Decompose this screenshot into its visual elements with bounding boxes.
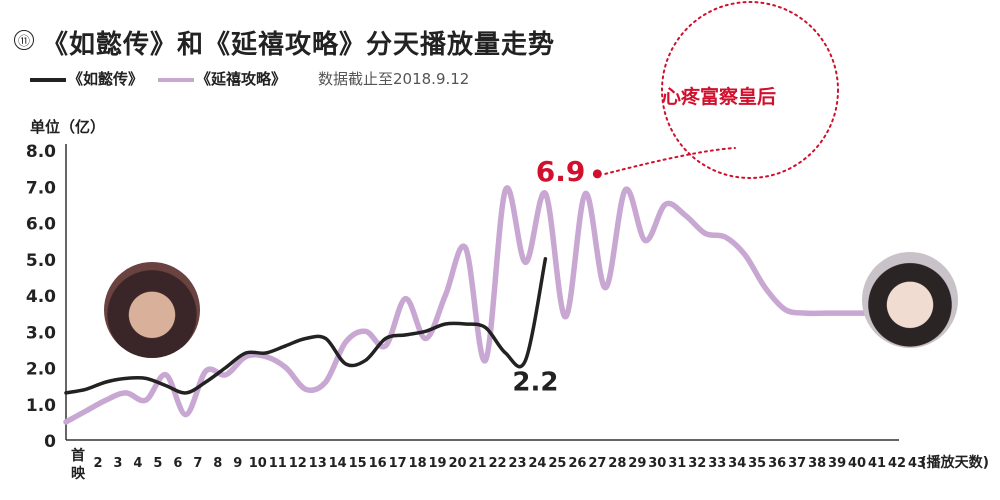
x-tick-label: 32 xyxy=(688,456,706,471)
x-tick-label: 25 xyxy=(548,456,566,471)
x-tick-label: 24 xyxy=(528,456,546,471)
x-tick-label: 13 xyxy=(309,456,327,471)
y-tick-label: 6.0 xyxy=(26,215,56,235)
data-label-ruyi-low: 2.2 xyxy=(512,367,558,397)
x-tick-label: 22 xyxy=(488,456,506,471)
x-tick-label: 9 xyxy=(233,456,242,471)
x-tick-label: 17 xyxy=(389,456,407,471)
y-tick-label: 0 xyxy=(44,432,56,452)
x-tick-label: 38 xyxy=(808,456,826,471)
x-tick-label: 3 xyxy=(113,456,122,471)
x-tick-label: 8 xyxy=(213,456,222,471)
x-tick-label: 29 xyxy=(628,456,646,471)
x-tick-label: 20 xyxy=(449,456,467,471)
legend-label-ruyi: 《如懿传》 xyxy=(68,70,144,88)
x-tick-label: 33 xyxy=(708,456,726,471)
x-tick-label: 35 xyxy=(748,456,766,471)
x-tick-label: 15 xyxy=(349,456,367,471)
x-tick-label: 30 xyxy=(648,456,666,471)
y-tick-label: 3.0 xyxy=(26,323,56,343)
x-tick-label: 6 xyxy=(173,456,182,471)
x-axis-label: (播放天数) xyxy=(920,454,989,471)
data-label-yanxi-peak: 6.9 xyxy=(536,155,586,188)
y-tick-label: 2.0 xyxy=(26,360,56,380)
x-tick-label: 42 xyxy=(888,456,906,471)
x-tick-label: 首 xyxy=(71,447,85,464)
y-tick-label: 4.0 xyxy=(26,287,56,307)
y-tick-label: 5.0 xyxy=(26,251,56,271)
x-tick-label: 映 xyxy=(71,466,86,482)
peak-marker xyxy=(592,169,602,179)
x-tick-label: 28 xyxy=(608,456,626,471)
x-tick-label: 2 xyxy=(93,456,102,471)
x-tick-label: 34 xyxy=(728,456,746,471)
x-tick-label: 14 xyxy=(329,456,347,471)
x-tick-label: 27 xyxy=(588,456,606,471)
y-axis-unit-label: 单位（亿） xyxy=(30,118,106,136)
x-tick-label: 43 xyxy=(908,456,926,471)
x-tick-label: 31 xyxy=(668,456,686,471)
legend-label-yanxi: 《延禧攻略》 xyxy=(196,70,287,88)
x-tick-label: 16 xyxy=(369,456,387,471)
x-tick-label: 36 xyxy=(768,456,786,471)
x-tick-label: 5 xyxy=(153,456,162,471)
ruyi-portrait xyxy=(104,262,200,358)
x-tick-label: 19 xyxy=(429,456,447,471)
x-tick-label: 10 xyxy=(249,456,267,471)
x-tick-label: 11 xyxy=(269,456,287,471)
figure-number: ⑪ xyxy=(14,30,34,50)
x-tick-label: 40 xyxy=(848,456,866,471)
data-date-note: 数据截止至2018.9.12 xyxy=(318,70,470,88)
callout-label: 心疼富察皇后 xyxy=(662,86,777,108)
x-tick-label: 41 xyxy=(868,456,886,471)
yanxi-portrait xyxy=(862,252,958,348)
x-tick-label: 12 xyxy=(289,456,307,471)
y-tick-label: 8.0 xyxy=(26,142,56,162)
x-tick-label: 18 xyxy=(409,456,427,471)
y-tick-label: 7.0 xyxy=(26,178,56,198)
x-tick-label: 21 xyxy=(468,456,486,471)
chart-title: 《如懿传》和《延禧攻略》分天播放量走势 xyxy=(42,30,556,60)
callout-connector xyxy=(604,147,736,175)
callout-circle xyxy=(661,1,839,179)
y-tick-label: 1.0 xyxy=(26,396,56,416)
x-tick-label: 37 xyxy=(788,456,806,471)
x-tick-label: 26 xyxy=(568,456,586,471)
series-line-ruyi xyxy=(64,257,548,395)
series-line-yanxi xyxy=(63,185,908,425)
legend-swatch-yanxi xyxy=(158,78,194,82)
x-tick-label: 4 xyxy=(133,456,142,471)
legend-swatch-ruyi xyxy=(30,78,66,82)
x-tick-label: 7 xyxy=(193,456,202,471)
x-tick-label: 39 xyxy=(828,456,846,471)
x-tick-label: 23 xyxy=(508,456,526,471)
